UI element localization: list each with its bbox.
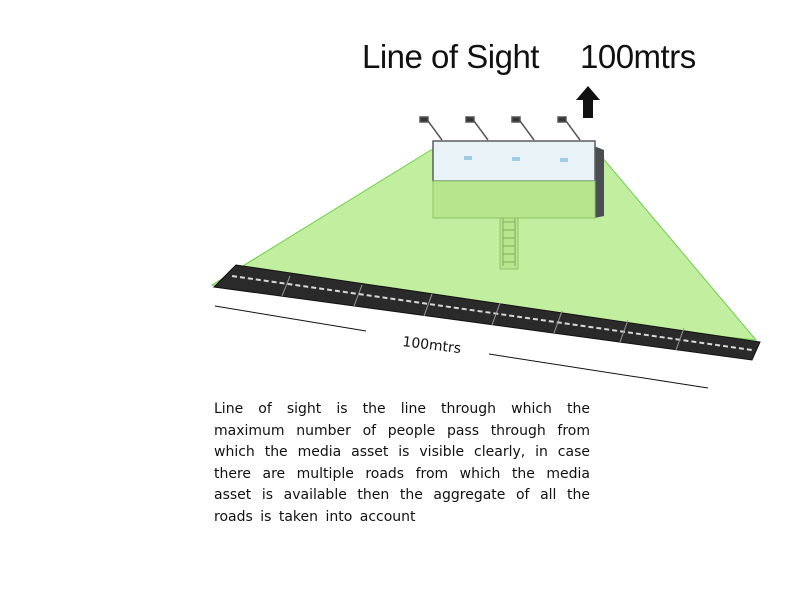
- road-length-label: 100mtrs: [402, 334, 462, 357]
- sight-distance: 100mtrs: [580, 38, 696, 75]
- description-text: Line of sight is the line through which …: [214, 401, 590, 525]
- billboard-side: [594, 146, 604, 218]
- billboard-lamp-lights: [464, 156, 568, 162]
- billboard: [419, 116, 604, 270]
- road-joints: [281, 275, 685, 351]
- road-length-dimension: [214, 305, 709, 389]
- road: [212, 264, 761, 361]
- page-title: Line of Sight: [362, 38, 539, 75]
- arrow-up-icon: [576, 86, 600, 118]
- billboard-lower: [432, 180, 596, 219]
- billboard-lamps: [419, 116, 581, 141]
